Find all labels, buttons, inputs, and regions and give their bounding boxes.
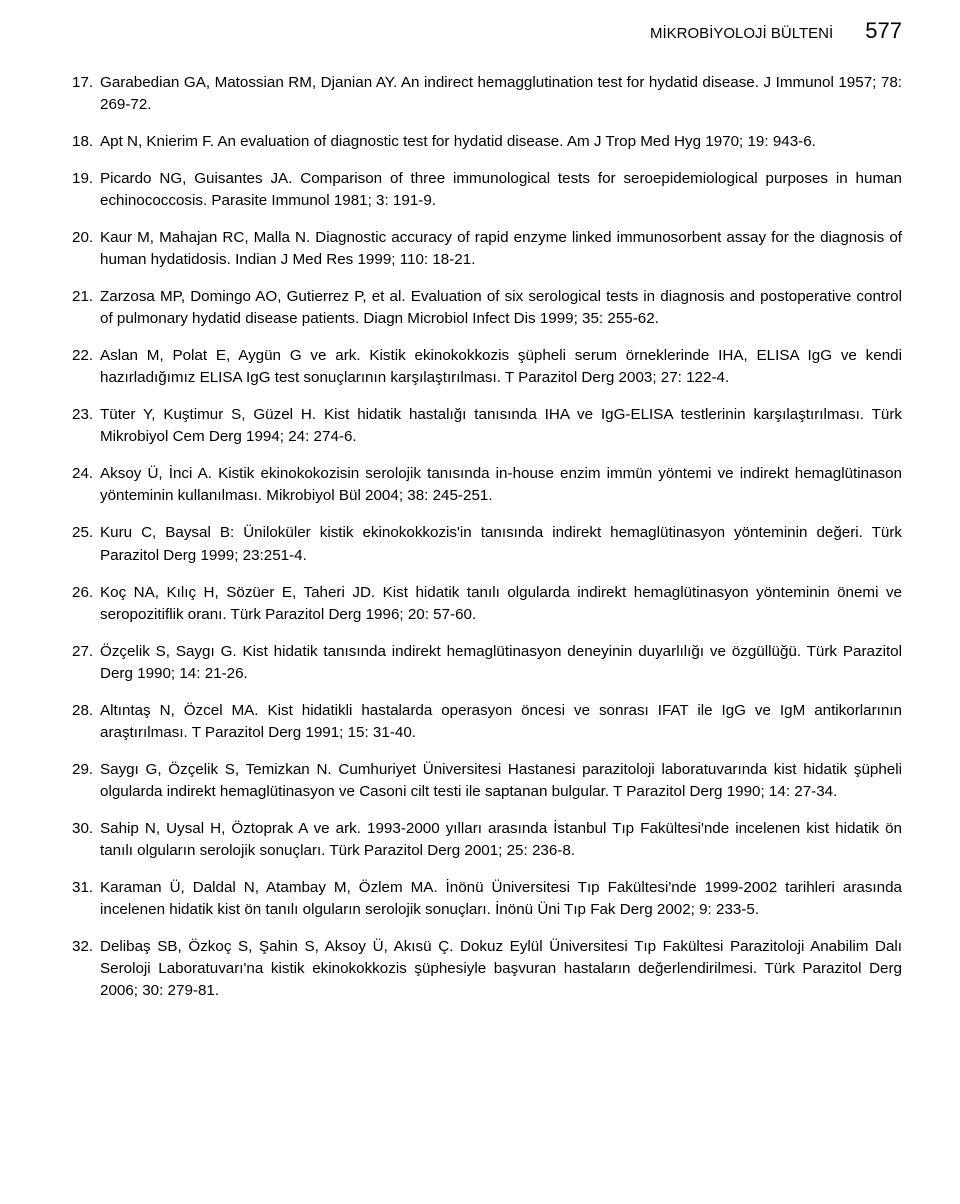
reference-item: 23.Tüter Y, Kuştimur S, Güzel H. Kist hi…: [72, 404, 902, 448]
reference-text: Apt N, Knierim F. An evaluation of diagn…: [100, 131, 902, 153]
reference-text: Tüter Y, Kuştimur S, Güzel H. Kist hidat…: [100, 404, 902, 448]
reference-text: Picardo NG, Guisantes JA. Comparison of …: [100, 168, 902, 212]
reference-number: 17.: [72, 72, 100, 116]
reference-number: 20.: [72, 227, 100, 271]
reference-number: 24.: [72, 463, 100, 507]
running-header: MİKROBİYOLOJİ BÜLTENİ 577: [72, 18, 902, 44]
reference-item: 30.Sahip N, Uysal H, Öztoprak A ve ark. …: [72, 818, 902, 862]
reference-text: Saygı G, Özçelik S, Temizkan N. Cumhuriy…: [100, 759, 902, 803]
reference-number: 23.: [72, 404, 100, 448]
reference-text: Kaur M, Mahajan RC, Malla N. Diagnostic …: [100, 227, 902, 271]
reference-text: Karaman Ü, Daldal N, Atambay M, Özlem MA…: [100, 877, 902, 921]
reference-item: 29.Saygı G, Özçelik S, Temizkan N. Cumhu…: [72, 759, 902, 803]
reference-item: 17.Garabedian GA, Matossian RM, Djanian …: [72, 72, 902, 116]
reference-text: Özçelik S, Saygı G. Kist hidatik tanısın…: [100, 641, 902, 685]
reference-number: 21.: [72, 286, 100, 330]
reference-item: 32.Delibaş SB, Özkoç S, Şahin S, Aksoy Ü…: [72, 936, 902, 1002]
reference-text: Koç NA, Kılıç H, Sözüer E, Taheri JD. Ki…: [100, 582, 902, 626]
reference-item: 18.Apt N, Knierim F. An evaluation of di…: [72, 131, 902, 153]
reference-number: 25.: [72, 522, 100, 566]
reference-text: Aksoy Ü, İnci A. Kistik ekinokokozisin s…: [100, 463, 902, 507]
journal-title: MİKROBİYOLOJİ BÜLTENİ: [650, 25, 833, 42]
reference-item: 20.Kaur M, Mahajan RC, Malla N. Diagnost…: [72, 227, 902, 271]
reference-text: Delibaş SB, Özkoç S, Şahin S, Aksoy Ü, A…: [100, 936, 902, 1002]
reference-text: Zarzosa MP, Domingo AO, Gutierrez P, et …: [100, 286, 902, 330]
page-number: 577: [865, 18, 902, 43]
reference-item: 24.Aksoy Ü, İnci A. Kistik ekinokokozisi…: [72, 463, 902, 507]
reference-item: 25.Kuru C, Baysal B: Üniloküler kistik e…: [72, 522, 902, 566]
reference-text: Sahip N, Uysal H, Öztoprak A ve ark. 199…: [100, 818, 902, 862]
reference-item: 28.Altıntaş N, Özcel MA. Kist hidatikli …: [72, 700, 902, 744]
reference-number: 22.: [72, 345, 100, 389]
reference-item: 19.Picardo NG, Guisantes JA. Comparison …: [72, 168, 902, 212]
reference-item: 22.Aslan M, Polat E, Aygün G ve ark. Kis…: [72, 345, 902, 389]
reference-item: 31.Karaman Ü, Daldal N, Atambay M, Özlem…: [72, 877, 902, 921]
reference-number: 29.: [72, 759, 100, 803]
page-container: MİKROBİYOLOJİ BÜLTENİ 577 17.Garabedian …: [0, 0, 960, 1047]
reference-number: 32.: [72, 936, 100, 1002]
reference-item: 27.Özçelik S, Saygı G. Kist hidatik tanı…: [72, 641, 902, 685]
reference-number: 19.: [72, 168, 100, 212]
reference-text: Kuru C, Baysal B: Üniloküler kistik ekin…: [100, 522, 902, 566]
reference-item: 21.Zarzosa MP, Domingo AO, Gutierrez P, …: [72, 286, 902, 330]
reference-number: 31.: [72, 877, 100, 921]
reference-text: Aslan M, Polat E, Aygün G ve ark. Kistik…: [100, 345, 902, 389]
reference-list: 17.Garabedian GA, Matossian RM, Djanian …: [72, 72, 902, 1002]
reference-text: Garabedian GA, Matossian RM, Djanian AY.…: [100, 72, 902, 116]
reference-number: 30.: [72, 818, 100, 862]
reference-item: 26.Koç NA, Kılıç H, Sözüer E, Taheri JD.…: [72, 582, 902, 626]
reference-text: Altıntaş N, Özcel MA. Kist hidatikli has…: [100, 700, 902, 744]
reference-number: 18.: [72, 131, 100, 153]
reference-number: 26.: [72, 582, 100, 626]
reference-number: 28.: [72, 700, 100, 744]
reference-number: 27.: [72, 641, 100, 685]
